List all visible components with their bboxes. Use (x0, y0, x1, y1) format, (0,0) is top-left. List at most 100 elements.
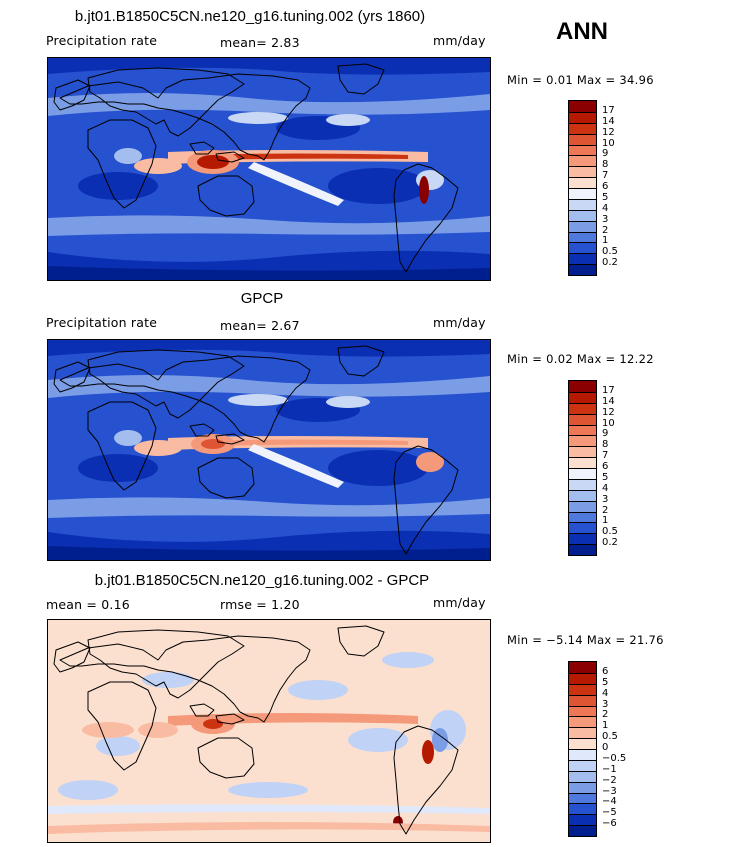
colorbar-tick-label: 4 (602, 687, 609, 699)
colorbar-swatch (569, 814, 596, 826)
colorbar-tick-label: −4 (602, 796, 617, 808)
gulf-stream (326, 114, 370, 126)
colorbar-swatch (569, 122, 596, 134)
colorbar-diff (568, 661, 597, 837)
colorbar-tick-label: −6 (602, 818, 617, 830)
itcz-core (198, 439, 408, 446)
coastline (197, 737, 255, 779)
spcz (248, 444, 344, 488)
spcz (248, 162, 344, 206)
dry-north (48, 340, 490, 357)
colorbar-tick-label: 2 (602, 709, 609, 721)
colorbar-swatch (569, 500, 596, 512)
colorbar-swatch (569, 101, 596, 112)
colorbar-tick-label: 2 (602, 224, 609, 236)
polar-south (48, 546, 490, 560)
colorbar-tick-label: 3 (602, 213, 609, 225)
colorbar-swatch (569, 446, 596, 458)
coastline (53, 361, 91, 393)
diff-negative (382, 652, 434, 668)
colorbar-tick-label: 3 (602, 493, 609, 505)
kuroshio (228, 394, 288, 406)
colorbar-swatch (569, 111, 596, 123)
colorbar-tick-label: 17 (602, 384, 615, 396)
colorbar-swatch (569, 242, 596, 254)
coastlines (53, 345, 459, 555)
coastline (337, 345, 385, 377)
dry-zone (78, 172, 158, 200)
colorbar-swatch (569, 253, 596, 265)
colorbar-swatch (569, 749, 596, 760)
colorbar-tick-label: 6 (602, 461, 609, 472)
colorbar-tick-label: −2 (602, 774, 617, 786)
dry-zone (78, 454, 158, 482)
coastline (59, 355, 311, 443)
diff-positive (82, 722, 134, 738)
colorbar-swatch (569, 544, 596, 555)
coastlines (53, 625, 459, 835)
coastline (87, 629, 245, 699)
gulf-stream (326, 396, 370, 408)
panel-model-mean: mean= 2.83 (220, 35, 300, 50)
panel-diff-units: mm/day (433, 595, 486, 610)
coastline (393, 445, 459, 555)
colorbar-swatch (569, 803, 596, 815)
coastline (189, 703, 215, 717)
coastline (393, 725, 459, 835)
diff-southern-band (48, 822, 490, 834)
colorbar-tick-label: 2 (602, 504, 609, 516)
colorbar-swatch (569, 662, 596, 673)
colorbar-swatch (569, 166, 596, 178)
warm-pool-core (197, 155, 229, 169)
colorbar-swatch (569, 264, 596, 275)
colorbar-tick-label: 12 (602, 406, 615, 418)
panel-model-variable: Precipitation rate (46, 33, 158, 48)
coastline (337, 63, 385, 95)
colorbar-tick-label: 5 (602, 676, 609, 688)
coastline (53, 79, 91, 111)
colorbar-tick-label: 0.5 (602, 526, 618, 538)
panel-diff-minmax: Min = −5.14 Max = 21.76 (507, 633, 664, 647)
panel-obs-minmax: Min = 0.02 Max = 12.22 (507, 352, 654, 366)
colorbar-tick-label: 9 (602, 428, 609, 440)
colorbar-swatch (569, 188, 596, 199)
colorbar-swatch (569, 468, 596, 479)
storm-track-south (48, 215, 490, 236)
colorbar-tick-label: 5 (602, 471, 609, 483)
coastline (197, 175, 255, 217)
panel-diff-map (47, 619, 491, 843)
colorbar-swatch (569, 759, 596, 771)
colorbar-tick-label: 14 (602, 115, 615, 127)
colorbar-swatch (569, 825, 596, 836)
colorbar-swatch (569, 231, 596, 243)
coastline (215, 151, 245, 163)
colorbar-tick-label: −1 (602, 763, 617, 775)
itcz-core (198, 153, 408, 160)
colorbar-swatch (569, 155, 596, 167)
diff-positive-core (422, 740, 434, 764)
dry-zone (328, 168, 428, 204)
storm-track-north (48, 93, 490, 116)
colorbar-swatch (569, 133, 596, 145)
coastline (393, 163, 459, 273)
colorbar-tick-label: 0.5 (602, 246, 618, 258)
colorbar-swatch (569, 694, 596, 706)
colorbar-tick-label: 8 (602, 439, 609, 451)
warm-pool-core (201, 439, 225, 449)
field-background (48, 340, 490, 560)
diff-negative (142, 672, 194, 688)
diff-positive-core (203, 719, 223, 729)
amazon-rain (416, 452, 444, 472)
andes-max (419, 176, 429, 204)
panel-obs-variable: Precipitation rate (46, 315, 158, 330)
colorbar-swatch (569, 738, 596, 749)
map-field-diff (48, 620, 490, 842)
storm-track-south (48, 497, 490, 518)
colorbar-swatch (569, 683, 596, 695)
colorbar-tick-label: 6 (602, 665, 609, 677)
coastline (87, 401, 157, 491)
africa-rain (114, 148, 142, 164)
colorbar-swatch (569, 533, 596, 545)
coastline (59, 73, 311, 161)
colorbar-swatch (569, 424, 596, 436)
